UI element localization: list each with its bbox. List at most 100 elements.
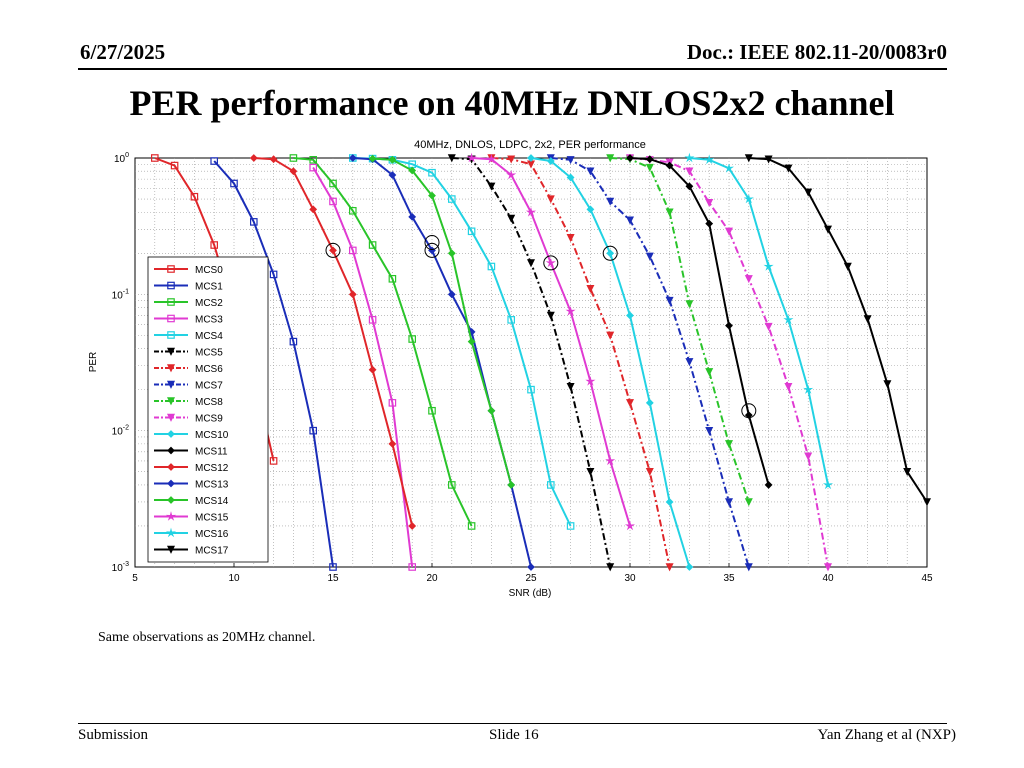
- data-point: [507, 481, 516, 489]
- series-line: [748, 157, 928, 503]
- data-point: [705, 219, 714, 228]
- data-point: [685, 300, 694, 309]
- data-point: [724, 498, 734, 507]
- legend-label: MCS16: [195, 529, 229, 540]
- x-tick-label: 30: [624, 573, 636, 584]
- legend-marker: [166, 397, 176, 406]
- data-point: [388, 439, 397, 448]
- data-point: [843, 262, 852, 271]
- data-point: [784, 383, 793, 392]
- data-point: [705, 368, 714, 377]
- legend-marker: [167, 298, 175, 306]
- data-point: [289, 337, 298, 346]
- highlight-circle: [543, 255, 559, 271]
- data-point: [566, 383, 575, 392]
- series-mcs3: [309, 163, 417, 571]
- x-tick-label: 25: [525, 573, 537, 584]
- data-point: [645, 155, 654, 164]
- data-point: [467, 522, 476, 530]
- data-point: [723, 164, 735, 173]
- data-point: [685, 182, 694, 191]
- data-point: [645, 163, 654, 172]
- highlight-circle: [424, 234, 440, 250]
- data-point: [566, 173, 575, 182]
- legend-label: MCS15: [195, 513, 229, 524]
- data-point: [289, 154, 298, 162]
- legend-marker: [167, 331, 175, 339]
- legend-marker: [167, 496, 175, 504]
- data-point: [210, 241, 219, 249]
- legend-marker: [167, 265, 175, 273]
- highlight-circles: [325, 234, 757, 419]
- observation-note: Same observations as 20MHz channel.: [98, 630, 316, 645]
- data-point: [665, 161, 674, 170]
- data-point: [448, 195, 456, 203]
- series-line: [312, 167, 414, 568]
- data-point: [705, 426, 714, 435]
- data-point: [724, 440, 734, 449]
- legend-label: MCS5: [195, 348, 223, 359]
- data-point: [624, 520, 636, 531]
- data-point: [803, 385, 814, 394]
- series-mcs1: [210, 157, 337, 571]
- data-point: [626, 311, 634, 320]
- legend-marker: [167, 430, 175, 438]
- data-point: [586, 284, 595, 294]
- data-point: [269, 270, 278, 279]
- data-point: [388, 155, 397, 164]
- series-mcs8: [606, 154, 753, 507]
- data-point: [605, 455, 616, 466]
- data-point: [585, 376, 596, 386]
- data-point: [804, 188, 813, 197]
- data-point: [408, 166, 417, 175]
- data-point: [606, 563, 615, 572]
- data-point: [408, 212, 417, 221]
- highlight-circle: [741, 403, 757, 419]
- data-point: [349, 206, 357, 215]
- data-point: [804, 452, 813, 461]
- legend-label: MCS17: [195, 546, 229, 557]
- data-point: [388, 171, 397, 179]
- data-point: [447, 154, 456, 163]
- x-axis-label: SNR (dB): [509, 588, 552, 599]
- data-point: [467, 227, 476, 236]
- data-point: [724, 227, 734, 236]
- legend-marker: [167, 314, 175, 323]
- series-line: [629, 157, 829, 568]
- data-point: [269, 457, 278, 465]
- y-tick-label: 10-1: [112, 288, 129, 301]
- series-line: [629, 157, 770, 486]
- data-point: [348, 290, 357, 299]
- data-point: [368, 241, 377, 249]
- data-point: [764, 481, 773, 489]
- data-point: [645, 252, 654, 261]
- x-tick-label: 10: [228, 573, 240, 584]
- data-point: [665, 498, 674, 506]
- data-point: [428, 406, 436, 415]
- highlight-circle: [602, 245, 618, 261]
- data-point: [467, 337, 476, 346]
- data-point: [447, 249, 456, 258]
- header-date: 6/27/2025: [80, 40, 166, 64]
- legend-marker: [166, 380, 176, 389]
- data-point: [329, 179, 337, 188]
- data-point: [269, 155, 278, 164]
- data-point: [388, 399, 397, 407]
- legend-marker: [167, 281, 175, 290]
- data-point: [428, 168, 436, 177]
- data-point: [566, 234, 575, 243]
- data-point: [487, 182, 496, 191]
- footer-submission: Submission: [78, 727, 149, 743]
- footer-rule: [78, 723, 947, 724]
- data-point: [428, 191, 436, 200]
- legend-label: MCS0: [195, 265, 223, 276]
- data-point: [744, 411, 753, 420]
- data-point: [170, 161, 179, 170]
- series-line: [372, 157, 513, 486]
- data-point: [249, 154, 258, 162]
- data-point: [784, 164, 793, 173]
- data-point: [526, 259, 536, 268]
- per-chart: 40MHz, DNLOS, LDPC, 2x2, PER performance…: [88, 139, 933, 599]
- data-point: [368, 365, 377, 374]
- data-point: [525, 206, 537, 217]
